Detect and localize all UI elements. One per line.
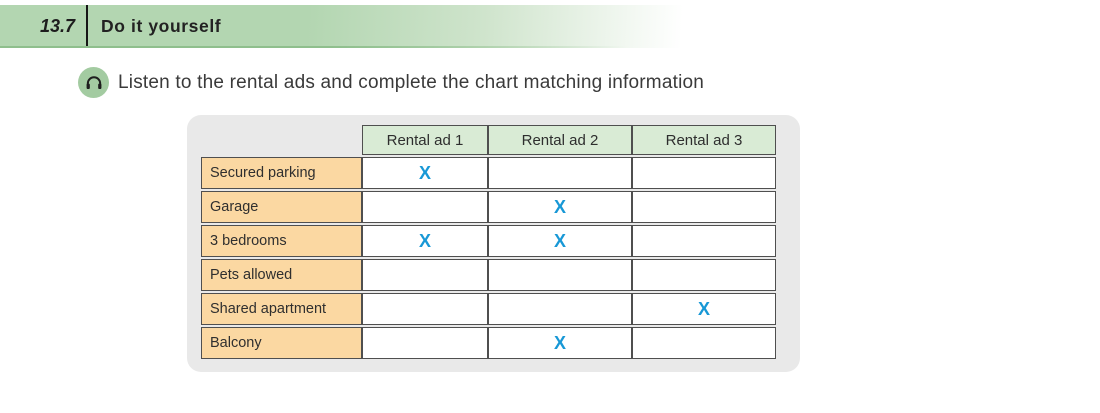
mark-cell-balcony-ad2[interactable]: X: [488, 327, 632, 359]
chart-card: Rental ad 1 Rental ad 2 Rental ad 3 Secu…: [187, 115, 800, 372]
row-label-pets-allowed: Pets allowed: [201, 259, 362, 291]
mark-cell-garage-ad2[interactable]: X: [488, 191, 632, 223]
mark-cell-3-bedrooms-ad2[interactable]: X: [488, 225, 632, 257]
instruction-text: Listen to the rental ads and complete th…: [118, 71, 705, 93]
mark-cell-garage-ad1[interactable]: [362, 191, 488, 223]
mark-cell-3-bedrooms-ad1[interactable]: X: [362, 225, 488, 257]
mark-cell-shared-apartment-ad2[interactable]: [488, 293, 632, 325]
mark-cell-shared-apartment-ad3[interactable]: X: [632, 293, 776, 325]
mark-cell-secured-parking-ad1[interactable]: X: [362, 157, 488, 189]
mark-cell-balcony-ad1[interactable]: [362, 327, 488, 359]
mark-cell-pets-allowed-ad3[interactable]: [632, 259, 776, 291]
column-header-rental-ad-2: Rental ad 2: [488, 125, 632, 155]
mark-cell-pets-allowed-ad2[interactable]: [488, 259, 632, 291]
row-label-3-bedrooms: 3 bedrooms: [201, 225, 362, 257]
column-header-rental-ad-1: Rental ad 1: [362, 125, 488, 155]
instruction-row: Listen to the rental ads and complete th…: [78, 67, 704, 98]
headphones-icon[interactable]: [78, 67, 109, 98]
header-bar: 13.7 Do it yourself: [0, 5, 1100, 48]
rental-chart-table: Rental ad 1 Rental ad 2 Rental ad 3 Secu…: [201, 125, 776, 359]
mark-cell-3-bedrooms-ad3[interactable]: [632, 225, 776, 257]
row-label-secured-parking: Secured parking: [201, 157, 362, 189]
corner-spacer: [201, 125, 362, 155]
mark-cell-secured-parking-ad3[interactable]: [632, 157, 776, 189]
mark-cell-garage-ad3[interactable]: [632, 191, 776, 223]
mark-cell-secured-parking-ad2[interactable]: [488, 157, 632, 189]
row-label-garage: Garage: [201, 191, 362, 223]
mark-cell-balcony-ad3[interactable]: [632, 327, 776, 359]
row-label-balcony: Balcony: [201, 327, 362, 359]
mark-cell-shared-apartment-ad1[interactable]: [362, 293, 488, 325]
section-number: 13.7: [0, 5, 88, 48]
row-label-shared-apartment: Shared apartment: [201, 293, 362, 325]
page-title: Do it yourself: [101, 16, 222, 36]
mark-cell-pets-allowed-ad1[interactable]: [362, 259, 488, 291]
column-header-rental-ad-3: Rental ad 3: [632, 125, 776, 155]
